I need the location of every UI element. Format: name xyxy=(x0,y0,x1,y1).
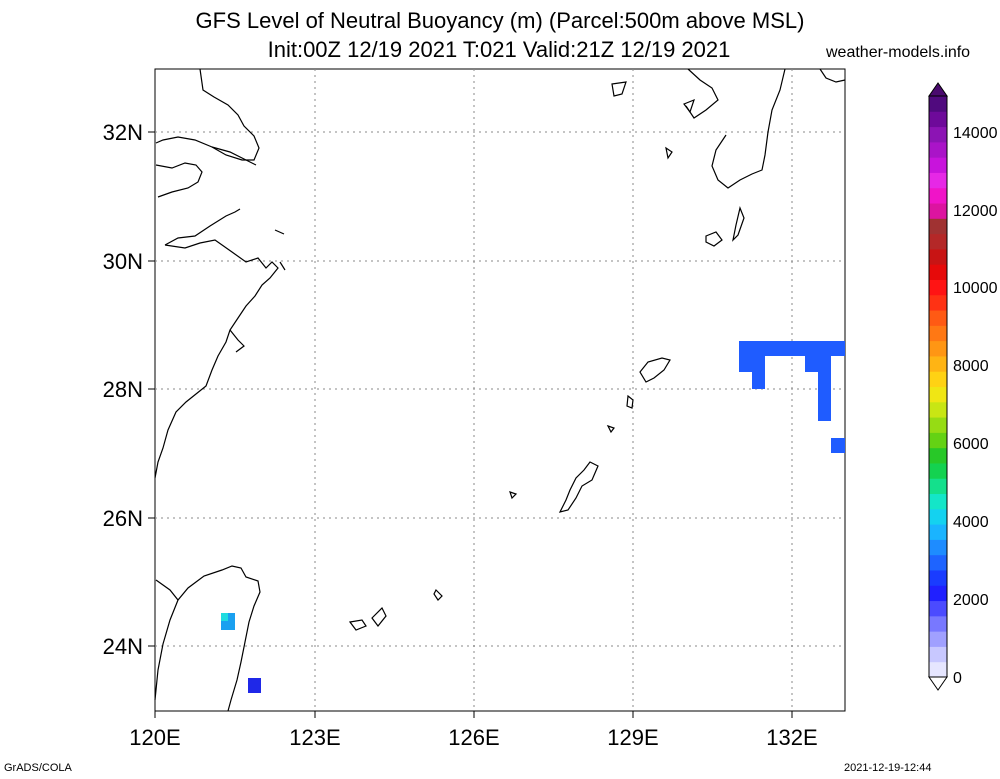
colorbar-segment xyxy=(929,141,947,158)
colorbar-segment xyxy=(929,569,947,586)
coast-taiwan-west xyxy=(154,599,179,701)
colorbar-segments xyxy=(929,96,947,678)
colorbar-label-8000: 8000 xyxy=(953,358,989,375)
colorbar-segment xyxy=(929,478,947,495)
coast-zhejiang-fujian xyxy=(154,239,279,479)
coast-yangtze-island xyxy=(211,146,257,166)
coastlines xyxy=(154,68,846,712)
map-title: GFS Level of Neutral Buoyancy (m) (Parce… xyxy=(195,8,805,33)
colorbar-segment xyxy=(929,325,947,342)
field-patch-northeast xyxy=(739,341,845,421)
colorbar-label-2000: 2000 xyxy=(953,592,989,609)
colorbar-segment xyxy=(929,157,947,173)
colorbar-segment xyxy=(929,248,947,265)
island-amami xyxy=(639,357,671,383)
coast-jiangsu xyxy=(155,68,260,161)
island-okinoerabu xyxy=(606,424,615,434)
colorbar-label-10000: 10000 xyxy=(953,280,998,297)
coast-yangtze-south xyxy=(164,208,241,246)
field-patch-east xyxy=(831,438,845,453)
colorbar-segment xyxy=(929,615,947,632)
colorbar-label-12000: 12000 xyxy=(953,203,998,220)
colorbar-segment xyxy=(929,264,947,280)
colorbar-bottom-arrow xyxy=(928,676,948,691)
island-miyako xyxy=(433,588,443,601)
graticule xyxy=(155,69,845,711)
colorbar-segment xyxy=(929,554,947,571)
colorbar: 14000 12000 10000 8000 6000 4000 2000 0 xyxy=(928,82,998,691)
coast-yangtze-north xyxy=(155,162,203,198)
colorbar-top-arrow xyxy=(928,82,948,97)
island-tokunoshima xyxy=(626,394,634,409)
colorbar-segment xyxy=(929,233,947,250)
colorbar-segment xyxy=(929,432,947,449)
colorbar-segment xyxy=(929,539,947,556)
colorbar-segment xyxy=(929,447,947,464)
colorbar-segment xyxy=(929,203,947,219)
colorbar-label-6000: 6000 xyxy=(953,436,989,453)
colorbar-segment xyxy=(929,371,947,387)
lat-label-26n: 26N xyxy=(103,506,143,531)
colorbar-segment xyxy=(929,172,947,189)
coast-kyushu-west xyxy=(685,68,719,119)
colorbar-segment xyxy=(929,661,947,678)
colorbar-segment xyxy=(929,111,947,128)
lon-label-120e: 120E xyxy=(129,725,180,750)
colorbar-segment xyxy=(929,279,947,296)
colorbar-segment xyxy=(929,508,947,525)
buoyancy-field xyxy=(221,341,845,693)
lat-label-32n: 32N xyxy=(103,120,143,145)
island-okinawa xyxy=(558,461,599,513)
coast-zhoushan xyxy=(274,229,286,271)
colorbar-segment xyxy=(929,340,947,357)
colorbar-segment xyxy=(929,493,947,510)
islands-goto-misc xyxy=(611,81,695,160)
field-patch-taiwan-south xyxy=(248,678,261,693)
map-subtitle: Init:00Z 12/19 2021 T:021 Valid:21Z 12/1… xyxy=(267,37,731,62)
site-credit: weather-models.info xyxy=(826,44,971,61)
island-tanegashima xyxy=(732,206,745,242)
lat-label-28n: 28N xyxy=(103,377,143,402)
colorbar-label-4000: 4000 xyxy=(953,514,989,531)
colorbar-segment xyxy=(929,401,947,418)
colorbar-segment xyxy=(929,294,947,311)
colorbar-segment xyxy=(929,585,947,602)
colorbar-segment xyxy=(929,631,947,647)
colorbar-segment xyxy=(929,355,947,372)
lon-label-132e: 132E xyxy=(766,725,817,750)
lat-label-24n: 24N xyxy=(103,634,143,659)
coast-fujian-bay xyxy=(229,329,245,353)
island-ishigaki-iriomote xyxy=(348,606,387,631)
lon-label-126e: 126E xyxy=(448,725,499,750)
colorbar-segment xyxy=(929,96,947,112)
coast-kyushu xyxy=(711,68,846,189)
axis-ticks xyxy=(148,131,793,718)
field-patch-taiwan-cyan xyxy=(221,613,228,621)
colorbar-segment xyxy=(929,600,947,617)
lat-label-30n: 30N xyxy=(103,249,143,274)
footer-timestamp: 2021-12-19-12:44 xyxy=(844,762,932,774)
plot-area xyxy=(154,68,846,712)
lon-label-123e: 123E xyxy=(289,725,340,750)
island-kume xyxy=(509,491,518,500)
colorbar-segment xyxy=(929,126,947,143)
colorbar-segment xyxy=(929,462,947,479)
colorbar-segment xyxy=(929,646,947,663)
colorbar-segment xyxy=(929,187,947,204)
island-yakushima xyxy=(705,231,723,247)
colorbar-label-0: 0 xyxy=(953,670,962,687)
lon-label-129e: 129E xyxy=(607,725,658,750)
colorbar-segment xyxy=(929,218,947,235)
colorbar-frame xyxy=(928,95,948,678)
colorbar-segment xyxy=(929,386,947,403)
coast-taiwan-east xyxy=(155,565,261,712)
colorbar-segment xyxy=(929,417,947,433)
colorbar-label-14000: 14000 xyxy=(953,125,998,142)
colorbar-segment xyxy=(929,310,947,326)
footer-credit: GrADS/COLA xyxy=(4,762,72,774)
colorbar-segment xyxy=(929,524,947,540)
